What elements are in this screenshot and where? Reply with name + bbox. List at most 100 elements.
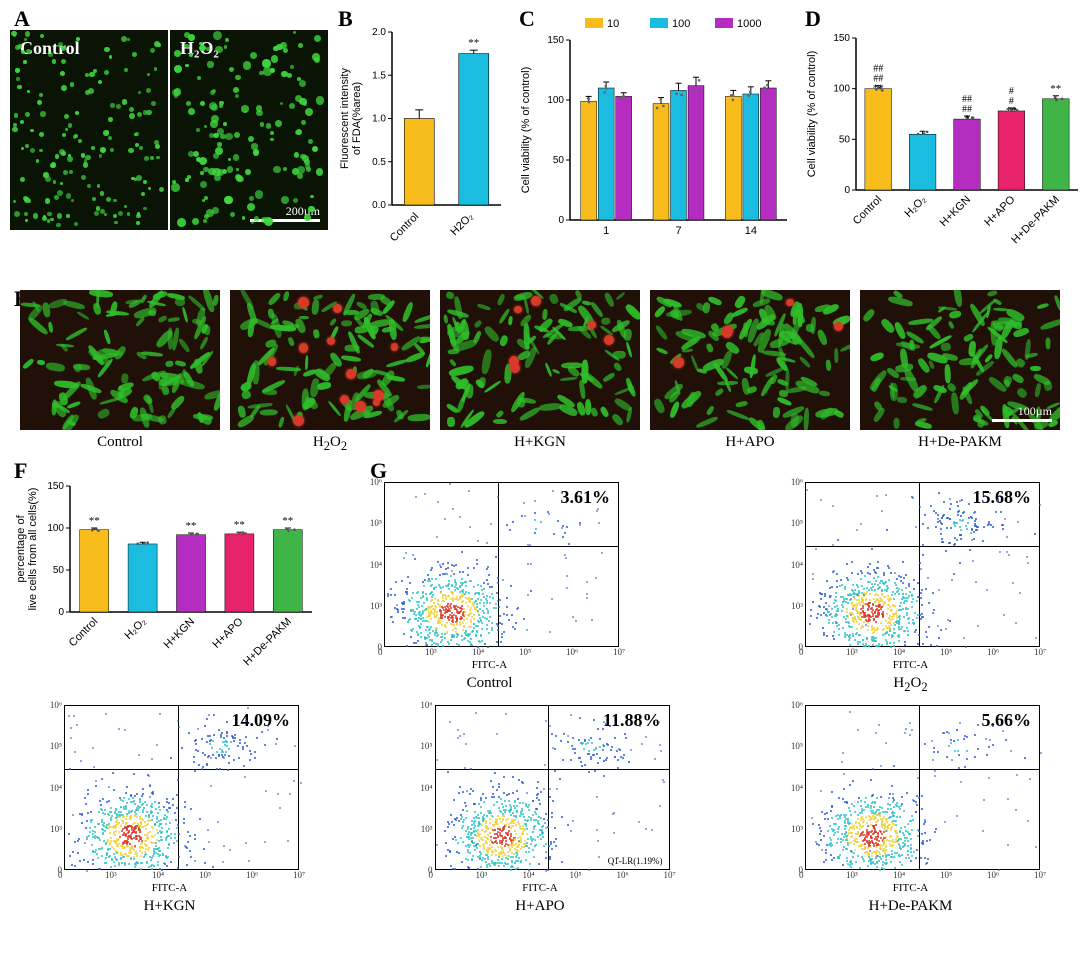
svg-text:H₂O₂: H₂O₂ <box>123 616 149 642</box>
svg-text:14: 14 <box>745 225 757 237</box>
svg-text:100: 100 <box>833 84 850 95</box>
micrograph-h2o2: H₂O₂ 200µm <box>170 30 328 230</box>
flow-plot-h-de-pakm: 010³10⁴10⁵10⁶5.66%010³10⁴10⁵10⁶10⁷FITC-A… <box>781 705 1040 915</box>
svg-text:**: ** <box>234 519 245 531</box>
svg-text:Control: Control <box>851 194 885 228</box>
flow-pct: 11.88% <box>603 710 661 731</box>
svg-text:H+De-PAKM: H+De-PAKM <box>241 616 294 669</box>
svg-text:**: ** <box>873 83 884 95</box>
svg-text:50: 50 <box>839 134 851 145</box>
svg-text:##: ## <box>873 64 883 75</box>
svg-text:**: ** <box>186 520 197 532</box>
flow-pct: 3.61% <box>561 487 611 508</box>
chart-F: 050100150percentage oflive cells from al… <box>10 462 320 692</box>
svg-text:H+De-PAKM: H+De-PAKM <box>1009 194 1062 247</box>
flow-xaxis-label: FITC-A <box>893 882 928 894</box>
panel-D: D 050100150Cell viability (% of control)… <box>801 10 1080 270</box>
row-fg-top: F 050100150percentage oflive cells from … <box>10 462 1070 695</box>
fluorescence-h-de-pakm: 100µm <box>860 290 1060 430</box>
flow-caption: Control <box>467 675 513 692</box>
svg-text:H2O₂: H2O₂ <box>448 211 475 238</box>
svg-text:7: 7 <box>675 225 681 237</box>
panel-F: F 050100150percentage oflive cells from … <box>10 462 320 692</box>
fluorescence-h-o- <box>230 290 430 430</box>
svg-text:100: 100 <box>47 523 64 534</box>
svg-text:H+KGN: H+KGN <box>162 616 198 652</box>
flow-plot-h-kgn: 010³10⁴10⁵10⁶14.09%010³10⁴10⁵10⁶10⁷FITC-… <box>40 705 299 915</box>
svg-text:10: 10 <box>607 18 619 30</box>
fluorescence-h-kgn <box>440 290 640 430</box>
micrograph-control: Control <box>10 30 168 230</box>
svg-text:150: 150 <box>833 33 850 44</box>
flow-plot-control: 010³10⁴10⁵10⁶3.61%010³10⁴10⁵10⁶10⁷FITC-A… <box>360 482 619 692</box>
svg-text:percentage of: percentage of <box>15 514 27 582</box>
svg-text:H₂O₂: H₂O₂ <box>903 194 929 220</box>
flow-pct: 15.68% <box>973 487 1032 508</box>
panel-E: E ControlH2O2H+KGNH+APO100µmH+De-PAKM <box>10 290 1070 454</box>
fluor-caption: H+KGN <box>440 434 640 451</box>
flow-pct: 14.09% <box>232 710 291 731</box>
svg-text:*: * <box>964 113 970 125</box>
svg-text:**: ** <box>1050 83 1061 95</box>
panel-B: B 0.00.51.01.52.0Fluorescent intensityof… <box>334 10 509 260</box>
svg-text:0: 0 <box>844 185 850 196</box>
svg-text:of FDA(%area): of FDA(%area) <box>351 82 363 155</box>
svg-text:H+APO: H+APO <box>982 193 1017 228</box>
svg-text:50: 50 <box>553 155 565 166</box>
flow-plot-h-apo: 010³10⁴10⁵10⁶11.88%Q1-LR(1.19%)010³10⁴10… <box>411 705 670 915</box>
svg-text:2.0: 2.0 <box>372 27 386 38</box>
svg-text:1.0: 1.0 <box>372 114 386 125</box>
fluor-caption: H2O2 <box>230 434 430 454</box>
svg-text:100: 100 <box>547 95 564 106</box>
panel-D-letter: D <box>805 6 821 32</box>
svg-text:150: 150 <box>47 481 64 492</box>
svg-text:**: ** <box>1006 105 1017 117</box>
panel-G: G 010³10⁴10⁵10⁶3.61%010³10⁴10⁵10⁶10⁷FITC… <box>330 462 1070 695</box>
fluorescence-row: Control H2O2 H+KGN H+APO 100µm H+De-PAKM <box>20 290 1070 454</box>
svg-text:1000: 1000 <box>737 18 761 30</box>
svg-text:Control: Control <box>67 616 101 650</box>
svg-text:**: ** <box>282 515 293 527</box>
panel-C: C 101001000050100150Cell viability (% of… <box>515 10 795 260</box>
svg-text:#: # <box>1009 86 1014 97</box>
fluor-caption: Control <box>20 434 220 451</box>
svg-text:50: 50 <box>53 565 65 576</box>
flow-xaxis-label: FITC-A <box>472 659 507 671</box>
svg-text:Cell viability (% of control): Cell viability (% of control) <box>520 67 532 194</box>
panel-C-letter: C <box>519 6 535 32</box>
scatter-bottom-row: 010³10⁴10⁵10⁶14.09%010³10⁴10⁵10⁶10⁷FITC-… <box>10 705 1070 915</box>
svg-text:Control: Control <box>388 211 422 245</box>
svg-text:live cells from all cells(%): live cells from all cells(%) <box>27 488 39 611</box>
flow-caption: H+De-PAKM <box>869 898 953 915</box>
flow-xaxis-label: FITC-A <box>893 659 928 671</box>
svg-text:H+APO: H+APO <box>210 615 245 650</box>
svg-text:0.5: 0.5 <box>372 157 386 168</box>
svg-text:Cell viability (% of control): Cell viability (% of control) <box>806 51 818 178</box>
svg-text:150: 150 <box>547 35 564 46</box>
flow-xaxis-label: FITC-A <box>522 882 557 894</box>
row-abcd: A Control H₂O₂ 200µm B 0.00.51.01.52.0Fl… <box>10 10 1070 270</box>
panel-A: A Control H₂O₂ 200µm <box>10 10 328 230</box>
svg-text:1.5: 1.5 <box>372 70 386 81</box>
flow-plot-h-o-: 010³10⁴10⁵10⁶15.68%010³10⁴10⁵10⁶10⁷FITC-… <box>781 482 1040 695</box>
panel-B-letter: B <box>338 6 353 32</box>
svg-text:**: ** <box>89 515 100 527</box>
svg-text:**: ** <box>468 37 479 49</box>
svg-text:Fluorescent intensity: Fluorescent intensity <box>339 68 351 169</box>
flow-caption: H+APO <box>515 898 564 915</box>
chart-D: 050100150Cell viability (% of control)##… <box>801 10 1080 270</box>
fluor-caption: H+De-PAKM <box>860 434 1060 451</box>
flow-caption: H2O2 <box>893 675 927 695</box>
svg-text:0: 0 <box>558 215 564 226</box>
chart-B: 0.0 0.5 1.0 1.5 2.0 Fluorescent intensityof F… <box>334 10 509 260</box>
svg-text:1: 1 <box>603 225 609 237</box>
svg-text:##: ## <box>962 94 972 105</box>
flow-xaxis-label: FITC-A <box>152 882 187 894</box>
fluorescence-control <box>20 290 220 430</box>
flow-pct: 5.66% <box>982 710 1032 731</box>
svg-text:0.0: 0.0 <box>372 200 386 211</box>
svg-text:100: 100 <box>672 18 690 30</box>
fluor-caption: H+APO <box>650 434 850 451</box>
panel-F-letter: F <box>14 458 27 484</box>
panel-A-letter: A <box>14 6 30 32</box>
